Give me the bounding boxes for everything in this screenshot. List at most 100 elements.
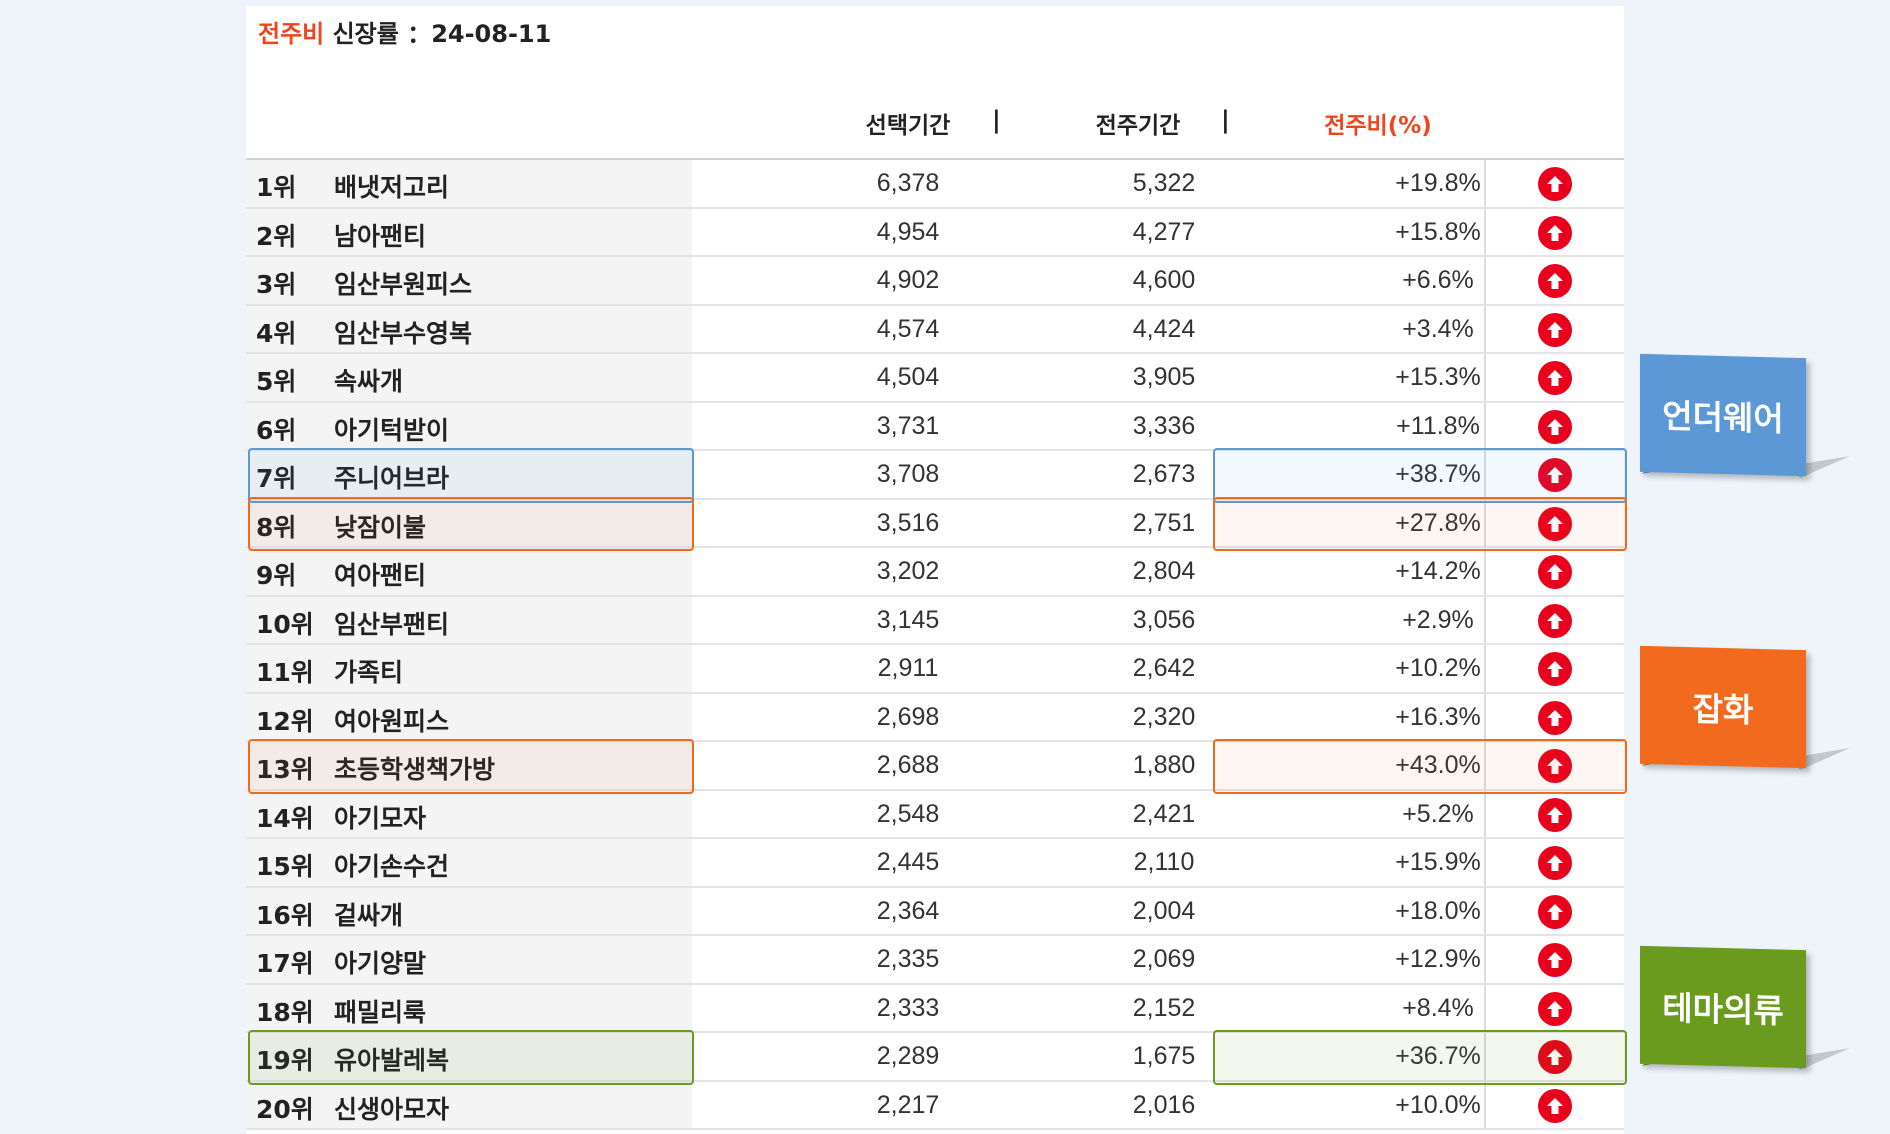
previous-period-value: 2,642 [1132,654,1196,682]
table-row: 19위 유아발레복 2,289 1,675 +36.7% [246,1033,1624,1082]
up-arrow-icon [1538,700,1572,735]
ratio-value: +11.8% [1396,411,1480,440]
name-cell: 3위 임산부원피스 [246,257,692,304]
name-cell: 16위 겉싸개 [246,887,692,934]
trend-cell [1484,984,1626,1031]
previous-period-value: 5,322 [1132,169,1196,197]
header-ratio: 전주비(%) [1324,113,1432,139]
selected-period-value: 2,445 [876,848,940,876]
table-row: 4위 임산부수영복 4,574 4,424 +3.4% [246,305,1624,354]
highlight-box-ratio [1213,496,1627,551]
item-name: 유아발레복 [334,1046,450,1075]
name-cell: 9위 여아팬티 [246,548,692,595]
rank-label: 1위 [256,173,297,202]
previous-period-value: 1,675 [1132,1042,1196,1070]
trend-cell [1484,1033,1626,1080]
name-cell: 8위 낮잠이불 [246,499,692,546]
up-arrow-icon [1538,652,1572,686]
name-cell: 2위 남아팬티 [246,208,692,255]
item-name: 패밀리룩 [334,997,427,1027]
up-arrow-icon [1538,797,1572,832]
trend-cell [1484,160,1626,207]
selected-period-value: 2,548 [876,799,940,828]
selected-period-value: 4,574 [876,314,940,343]
rank-label: 8위 [256,512,297,542]
table-row: 18위 패밀리룩 2,333 2,152 +8.4% [246,984,1626,1033]
selected-period-value: 2,911 [877,654,939,682]
ratio-value: +10.0% [1395,1090,1481,1119]
table-row: 16위 겉싸개 2,364 2,004 +18.0% [246,887,1624,936]
up-arrow-icon [1538,506,1572,541]
table-row: 9위 여아팬티 3,202 2,804 +14.2% [246,548,1624,597]
up-arrow-icon [1538,264,1572,298]
previous-period-value: 2,804 [1132,557,1196,585]
highlight-box-name [248,496,694,551]
name-cell: 14위 아기모자 [246,790,692,837]
rank-label: 6위 [256,415,297,445]
rank-label: 3위 [256,270,297,299]
trend-cell [1484,354,1626,401]
ratio-value: +8.4% [1402,993,1474,1022]
selected-period-value: 2,289 [876,1042,940,1070]
previous-period-value: 3,905 [1132,363,1196,391]
highlight-box-ratio [1213,448,1627,503]
item-name: 아기양말 [334,949,427,978]
previous-period-value: 4,600 [1132,266,1196,294]
name-cell: 1위 배냇저고리 [246,160,692,207]
name-cell: 4위 임산부수영복 [246,305,692,352]
trend-cell [1484,645,1626,692]
table-row: 7위 주니어브라 3,708 2,673 +38.7% [246,451,1624,500]
selected-period-value: 2,333 [876,993,940,1022]
table-row: 12위 여아원피스 2,698 2,320 +16.3% [246,693,1624,742]
name-cell: 12위 여아원피스 [246,693,692,740]
highlight-box-name [248,448,694,503]
selected-period-value: 2,364 [876,896,940,925]
name-cell: 19위 유아발레복 [246,1033,692,1080]
item-name: 임산부원피스 [334,270,473,299]
ratio-value: +43.0% [1395,751,1481,779]
table-row: 15위 아기손수건 2,445 2,110 +15.9% [246,839,1624,888]
up-arrow-icon [1538,846,1572,880]
ranking-panel: 전주비 신장률 ：24-08-11 선택기간 | 전주기간 | 전주비(%) 1… [246,6,1624,1134]
item-name: 아기턱받이 [334,415,450,445]
up-arrow-icon [1538,894,1572,929]
selected-period-value: 4,504 [876,363,940,391]
previous-period-value: 2,069 [1132,945,1196,973]
item-name: 낮잠이불 [334,512,427,542]
item-name: 속싸개 [334,367,404,396]
ratio-value: +5.2% [1402,799,1474,828]
up-arrow-icon [1538,1040,1572,1074]
item-name: 주니어브라 [334,464,450,493]
rank-label: 7위 [256,464,297,493]
name-cell: 17위 아기양말 [246,936,692,983]
trend-cell [1484,596,1626,643]
trend-cell [1484,402,1626,449]
up-arrow-icon [1538,943,1572,977]
callout-label: 테마의류 [1640,945,1806,1069]
ratio-value: +10.2% [1395,654,1481,682]
previous-period-value: 2,320 [1132,702,1196,731]
table-row: 17위 아기양말 2,335 2,069 +12.9% [246,936,1624,985]
table-row: 11위 가족티 2,911 2,642 +10.2% [246,645,1624,694]
rank-label: 10위 [256,609,314,639]
ratio-value: +19.8% [1395,169,1481,197]
selected-period-value: 2,698 [876,702,940,731]
rank-label: 12위 [256,706,314,736]
up-arrow-icon [1538,312,1572,347]
name-cell: 7위 주니어브라 [246,451,692,498]
up-arrow-icon [1538,215,1572,250]
rank-label: 9위 [256,561,297,590]
header-selected-period: 선택기간 [865,113,951,139]
item-name: 배냇저고리 [334,173,450,202]
rank-label: 15위 [256,852,314,881]
up-arrow-icon [1538,603,1572,638]
up-arrow-icon [1538,167,1572,201]
item-name: 남아팬티 [334,221,427,251]
highlight-box-name [248,739,694,794]
selected-period-value: 3,202 [876,557,940,585]
name-cell: 20위 신생아모자 [246,1081,692,1128]
item-name: 임산부팬티 [334,609,450,639]
previous-period-value: 2,152 [1132,993,1196,1022]
rank-label: 20위 [256,1094,314,1124]
up-arrow-icon [1538,361,1572,395]
